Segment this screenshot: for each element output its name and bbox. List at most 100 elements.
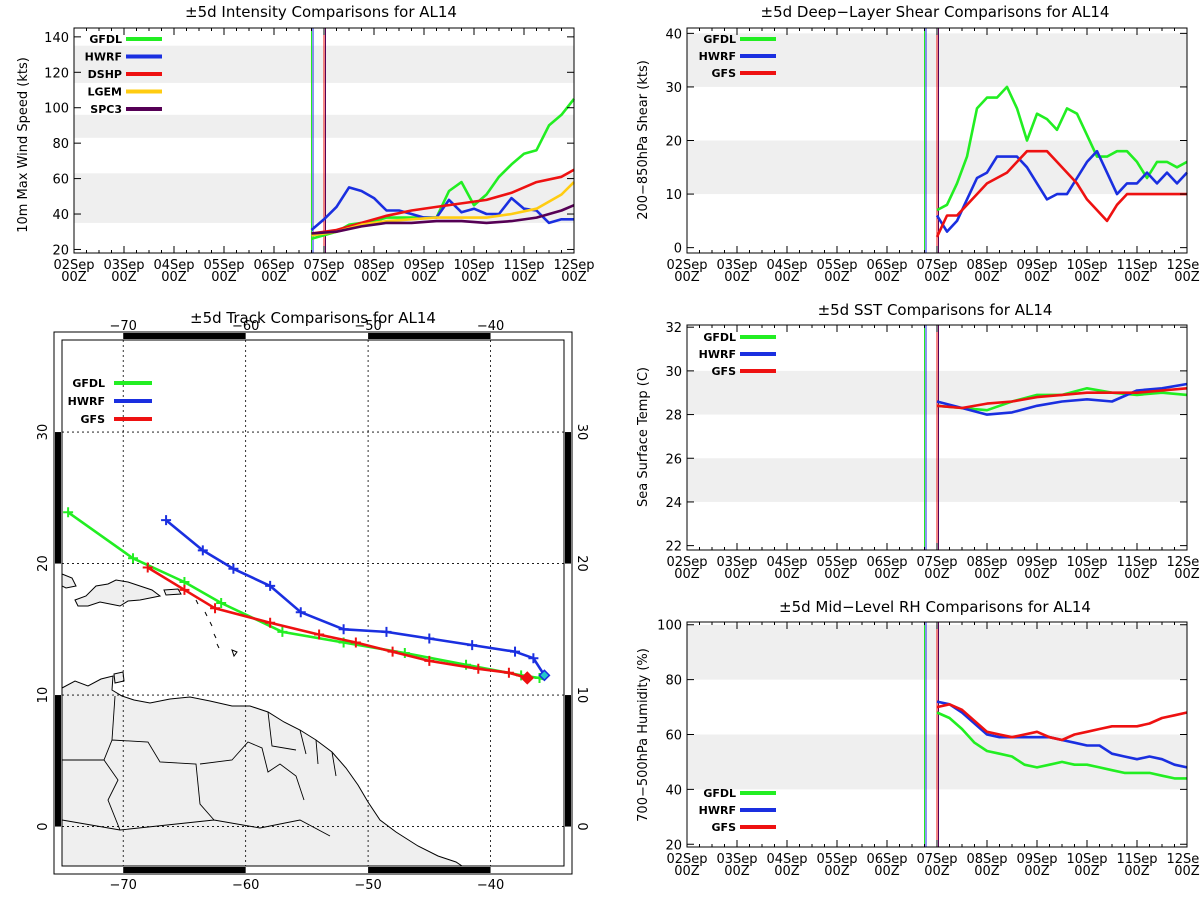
track-map-frame xyxy=(61,339,565,867)
track-position-marker xyxy=(210,603,221,614)
sst-x-tick-label: 03Sep 00Z xyxy=(716,555,757,582)
land-masses xyxy=(61,573,464,867)
sst-y-tick-label: 28 xyxy=(665,409,682,424)
map-border-segment xyxy=(55,695,61,827)
intensity-legend-label-gfdl: GFDL xyxy=(89,33,122,46)
intensity-series-spc3 xyxy=(311,204,575,235)
intensity-x-tick-label: 07Sep 00Z xyxy=(303,258,344,285)
intensity-x-tick-label: 10Sep 00Z xyxy=(453,258,494,285)
sst-x-tick-label: 05Sep 00Z xyxy=(816,555,857,582)
map-border-segment xyxy=(368,333,491,339)
sst-x-tick-label: 11Sep 00Z xyxy=(1116,555,1157,582)
track-lon-label: −40 xyxy=(477,878,504,893)
rh-legend-label-gfs: GFS xyxy=(712,821,737,834)
shear-x-tick-label: 11Sep 00Z xyxy=(1116,258,1157,285)
track-position-marker xyxy=(197,545,208,556)
rh-series-gfdl xyxy=(936,711,1187,780)
shear-x-tick-label: 02Sep 00Z xyxy=(666,258,707,285)
sst-x-tick-label: 08Sep 00Z xyxy=(966,555,1007,582)
rh-panel: ±5d Mid−Level RH Comparisons for AL14 70… xyxy=(636,598,1200,879)
rh-y-tick-label: 20 xyxy=(665,838,682,853)
map-border-segment xyxy=(368,867,491,873)
track-lon-label: −70 xyxy=(110,319,137,334)
intensity-x-tick-label: 12Sep 00Z xyxy=(553,258,594,285)
sst-x-tick-label: 07Sep 00Z xyxy=(916,555,957,582)
map-border-segment xyxy=(565,695,571,827)
shear-legend-label-gfdl: GFDL xyxy=(703,33,736,46)
track-lon-label: −60 xyxy=(232,878,259,893)
track-legend-label-hwrf: HWRF xyxy=(68,395,105,408)
shear-y-tick-label: 30 xyxy=(665,81,682,96)
shear-series-gfs xyxy=(935,149,1187,238)
track-title: ±5d Track Comparisons for AL14 xyxy=(190,309,436,327)
intensity-x-tick-label: 11Sep 00Z xyxy=(503,258,544,285)
rh-series-gfs xyxy=(936,702,1188,742)
track-lon-label: −60 xyxy=(232,319,259,334)
intensity-title: ±5d Intensity Comparisons for AL14 xyxy=(185,3,457,21)
track-lon-label: −40 xyxy=(477,319,504,334)
rh-x-tick-label: 05Sep 00Z xyxy=(816,852,857,879)
track-position-marker xyxy=(142,562,153,573)
track-position-marker xyxy=(265,580,276,591)
track-end-marker-hwrf xyxy=(538,669,551,682)
shear-x-tick-label: 08Sep 00Z xyxy=(966,258,1007,285)
shear-x-tick-label: 03Sep 00Z xyxy=(716,258,757,285)
track-position-marker xyxy=(161,515,172,526)
intensity-y-tick-label: 80 xyxy=(52,137,69,152)
track-position-marker xyxy=(277,626,288,637)
sst-panel: ±5d SST Comparisons for AL14 Sea Surface… xyxy=(636,301,1200,582)
track-position-marker xyxy=(467,640,478,651)
shear-x-tick-label: 06Sep 00Z xyxy=(866,258,907,285)
sst-y-tick-label: 26 xyxy=(665,452,682,467)
track-position-marker xyxy=(350,637,361,648)
sst-x-tick-label: 04Sep 00Z xyxy=(766,555,807,582)
sst-title: ±5d SST Comparisons for AL14 xyxy=(818,301,1053,319)
rh-x-tick-label: 03Sep 00Z xyxy=(716,852,757,879)
track-position-marker xyxy=(424,655,435,666)
rh-x-tick-label: 02Sep 00Z xyxy=(666,852,707,879)
cuba-land-fragment xyxy=(61,573,77,589)
rh-x-tick-label: 07Sep 00Z xyxy=(916,852,957,879)
track-series-gfs xyxy=(147,566,528,680)
sst-x-tick-label: 09Sep 00Z xyxy=(1016,555,1057,582)
shear-series-hwrf xyxy=(935,149,1188,233)
shear-panel: ±5d Deep−Layer Shear Comparisons for AL1… xyxy=(636,3,1200,285)
shear-title: ±5d Deep−Layer Shear Comparisons for AL1… xyxy=(761,3,1110,21)
track-position-marker xyxy=(528,653,539,664)
track-position-marker xyxy=(128,553,139,564)
sst-ylabel: Sea Surface Temp (C) xyxy=(636,367,651,507)
sst-legend-label-gfs: GFS xyxy=(712,365,737,378)
shear-y-tick-label: 40 xyxy=(665,27,682,42)
intensity-legend-label-dshp: DSHP xyxy=(88,68,122,81)
track-lat-label: 30 xyxy=(36,424,51,441)
shear-ylabel: 200−850hPa Shear (kts) xyxy=(636,60,651,220)
rh-x-tick-label: 10Sep 00Z xyxy=(1066,852,1107,879)
south-america-land xyxy=(61,675,464,867)
track-position-marker xyxy=(216,598,227,608)
intensity-legend-label-spc3: SPC3 xyxy=(90,103,122,116)
track-position-marker xyxy=(381,626,392,637)
sst-legend-label-gfdl: GFDL xyxy=(703,331,736,344)
intensity-x-tick-label: 09Sep 00Z xyxy=(403,258,444,285)
lesser-antilles-islands xyxy=(195,599,238,658)
rh-legend-label-gfdl: GFDL xyxy=(703,787,736,800)
intensity-y-tick-label: 120 xyxy=(44,66,69,81)
sst-legend-label-hwrf: HWRF xyxy=(699,348,736,361)
track-position-marker xyxy=(503,667,514,678)
puerto-rico-land xyxy=(163,588,182,596)
rh-x-tick-label: 08Sep 00Z xyxy=(966,852,1007,879)
track-position-marker xyxy=(387,646,398,657)
map-border-segment xyxy=(565,432,571,564)
intensity-y-tick-label: 60 xyxy=(52,173,69,188)
shear-x-tick-label: 10Sep 00Z xyxy=(1066,258,1107,285)
intensity-panel: ±5d Intensity Comparisons for AL14 10m M… xyxy=(16,3,595,285)
rh-ylabel: 700−500hPa Humidity (%) xyxy=(636,648,651,822)
map-border-segment xyxy=(123,333,246,339)
shear-y-tick-label: 0 xyxy=(674,242,682,257)
hispaniola-land xyxy=(74,579,162,607)
sst-y-tick-label: 24 xyxy=(665,496,682,511)
shear-x-tick-label: 09Sep 00Z xyxy=(1016,258,1057,285)
